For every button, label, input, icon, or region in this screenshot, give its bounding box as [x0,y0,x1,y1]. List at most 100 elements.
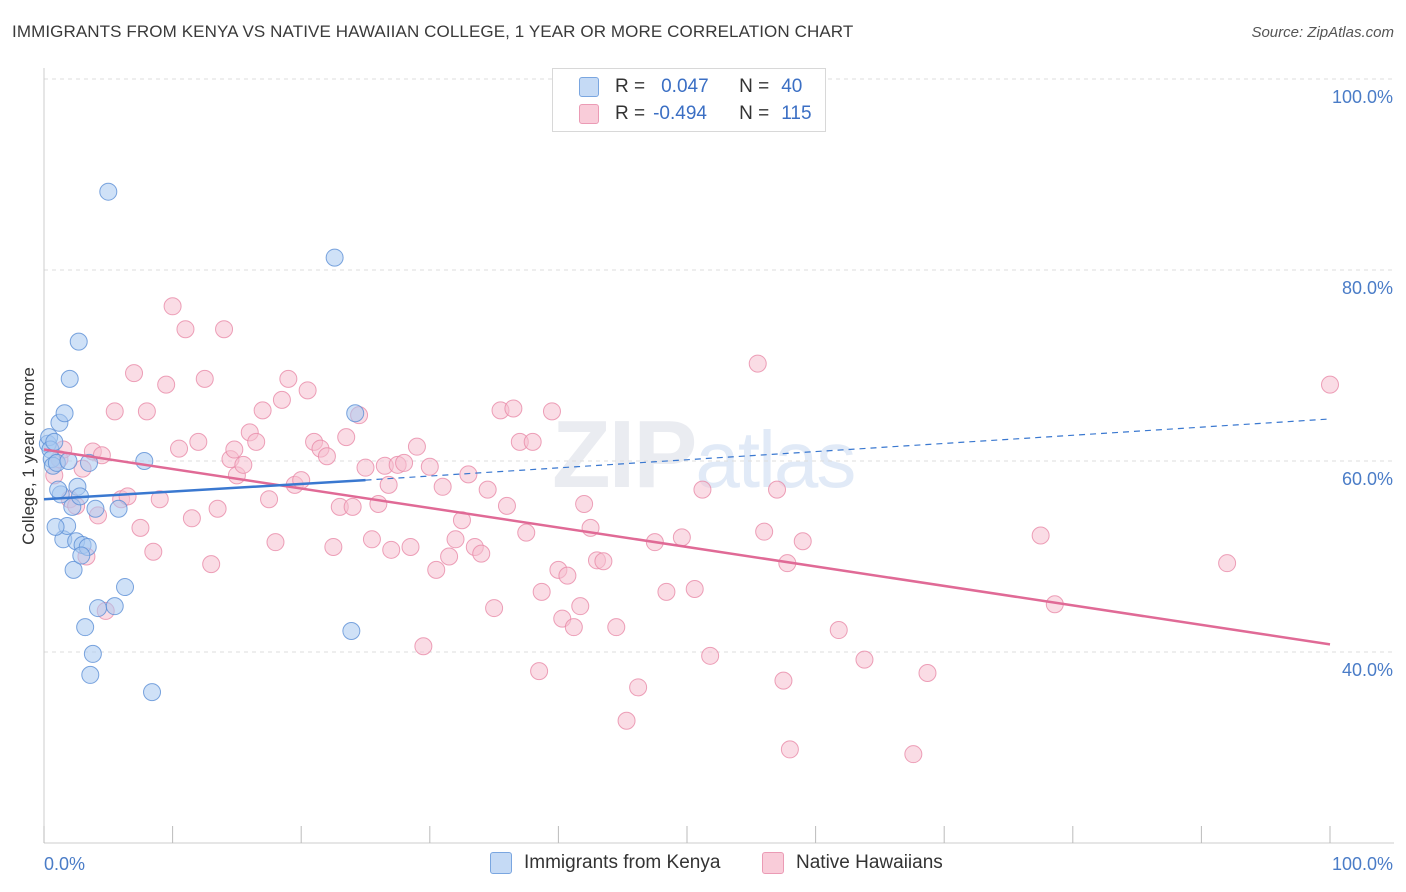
legend-label-hawaiian: Native Hawaiians [796,852,943,873]
hawaiian-point [144,542,163,561]
hawaiian-point [571,597,590,616]
grid-lines [44,78,1394,653]
legend-label-kenya: Immigrants from Kenya [524,852,721,873]
hawaiian-point [793,532,812,551]
legend-r-label: R = [615,103,646,124]
hawaiian-point [427,560,446,579]
legend-item-kenya[interactable]: Immigrants from Kenya [490,852,720,874]
hawaiian-point [530,662,549,681]
legend-hawaiian-n: 115 [781,103,812,124]
watermark: ZIPatlas [552,400,856,510]
kenya-point [64,560,83,579]
kenya-point [81,665,100,684]
x-tick-label: 0.0% [44,854,85,874]
hawaiian-point [701,646,720,665]
hawaiian-point [918,664,937,683]
hawaiian-point [176,320,195,339]
kenya-point [72,546,91,565]
hawaiian-point [478,480,497,499]
hawaiian-point [523,432,542,451]
hawaiian-point [1218,554,1237,573]
hawaiian-point [272,390,291,409]
chart-title: IMMIGRANTS FROM KENYA VS NATIVE HAWAIIAN… [12,22,854,41]
kenya-point [60,369,79,388]
hawaiian-point [433,477,452,496]
hawaiian-point [617,711,636,730]
hawaiian-point [542,402,561,421]
hawaiian-point [504,399,523,418]
kenya-point [135,452,154,470]
legend-kenya-n: 40 [781,76,803,97]
y-axis-label: College, 1 year or more [19,367,38,545]
hawaiian-point [202,555,221,574]
hawaiian-point [125,364,144,383]
x-tick-label: 100.0% [1332,854,1393,874]
hawaiian-point [343,497,362,516]
hawaiian-point [672,528,691,547]
hawaiian-point [369,494,388,513]
source-label: Source: ZipAtlas.com [1251,24,1394,41]
hawaiian-point [607,618,626,637]
kenya-point [55,404,74,423]
hawaiian-point [150,490,169,509]
hawaiian-point [266,533,285,552]
legend-hawaiian-r: -0.494 [653,103,707,124]
kenya-point [49,480,68,499]
legend-r-label: R = [615,76,646,97]
hawaiian-trend-line [43,448,1331,646]
legend-row-kenya: R = 0.047 N = 40 [579,74,802,100]
kenya-point [143,683,162,702]
hawaiian-point [629,678,648,697]
hawaiian-point [247,432,266,451]
hawaiian-point [317,447,336,466]
hawaiian-point [195,369,214,388]
hawaiian-point [292,471,311,490]
y-tick-label: 100.0% [1332,87,1393,107]
kenya-point [45,432,64,451]
legend-swatch-hawaiian [762,852,784,874]
hawaiian-point [395,453,414,472]
trend-lines [43,418,1331,646]
hawaiian-point [440,547,459,566]
hawaiian-point [829,621,848,640]
hawaiian-point [575,494,594,513]
hawaiian-point [1031,526,1050,545]
hawaiian-point [163,297,182,316]
hawaiian-point [379,475,398,494]
hawaiian-point [382,540,401,559]
hawaiian-point [1321,375,1339,394]
hawaiian-point [182,509,201,528]
hawaiian-point [157,375,176,394]
tick-labels: 40.0% 60.0% 80.0% 100.0% 0.0% 100.0% College, … [19,87,1393,874]
hawaiian-point [260,490,279,509]
kenya-point [325,248,344,267]
legend-n-label: N = [739,76,770,97]
hawaiian-point [362,530,381,549]
kenya-point [86,499,105,518]
hawaiian-point [774,671,793,690]
hawaiian-point [780,740,799,759]
y-tick-label: 80.0% [1342,278,1393,298]
hawaiian-point [564,618,583,637]
hawaiian-point [768,480,787,499]
kenya-point [105,597,124,616]
hawaiian-point [337,428,356,447]
hawaiian-point [904,745,923,764]
kenya-point [83,644,102,663]
hawaiian-point [459,465,478,484]
data-points [38,182,1339,764]
hawaiian-point [356,458,375,477]
hawaiian-point [118,487,137,506]
hawaiian-point [472,544,491,563]
legend-item-hawaiian[interactable]: Native Hawaiians [762,852,943,874]
hawaiian-point [532,582,551,601]
hawaiian-point [446,530,465,549]
hawaiian-point [558,566,577,585]
kenya-point [76,618,95,637]
kenya-point [46,517,65,536]
legend-swatch-kenya [490,852,512,874]
series-legend: Immigrants from Kenya Native Hawaiians [0,852,1406,878]
hawaiian-point [594,552,613,571]
kenya-point [89,599,108,618]
